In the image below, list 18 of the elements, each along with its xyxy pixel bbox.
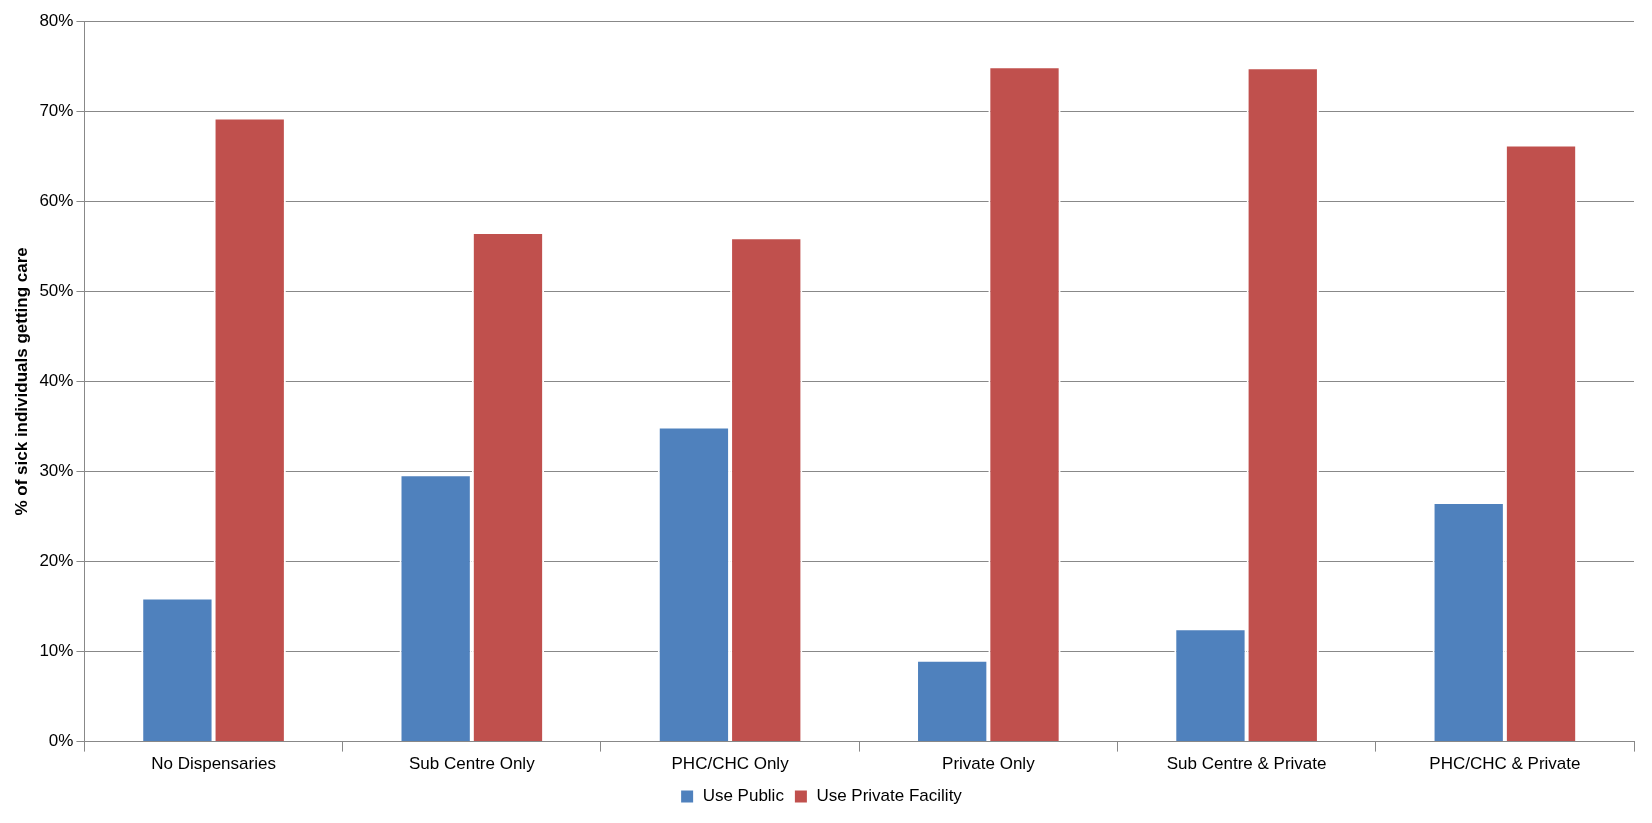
y-tick-label: 0% [48, 731, 74, 751]
y-tick-label: 60% [39, 190, 74, 210]
y-tick-label: 10% [39, 641, 74, 661]
x-tick-label: Private Only [942, 754, 1036, 774]
x-tick-label: Sub Centre Only [408, 754, 536, 774]
y-tick-label: 70% [39, 100, 74, 120]
y-tick-label: 40% [39, 371, 74, 391]
x-tick-label: PHC/CHC Only [671, 754, 790, 774]
y-tick-label: 50% [39, 281, 74, 301]
x-tick-label: PHC/CHC & Private [1429, 754, 1581, 774]
legend-label: Use Private Facility [816, 786, 963, 806]
y-tick-label: 80% [39, 10, 74, 30]
x-tick-label: Sub Centre & Private [1166, 754, 1327, 774]
legend-label: Use Public [702, 786, 785, 806]
y-tick-label: 20% [39, 551, 74, 571]
y-tick-label: 30% [39, 461, 74, 481]
x-tick-label: No Dispensaries [151, 754, 276, 774]
y-axis-title: % of sick individuals getting care [11, 247, 31, 516]
